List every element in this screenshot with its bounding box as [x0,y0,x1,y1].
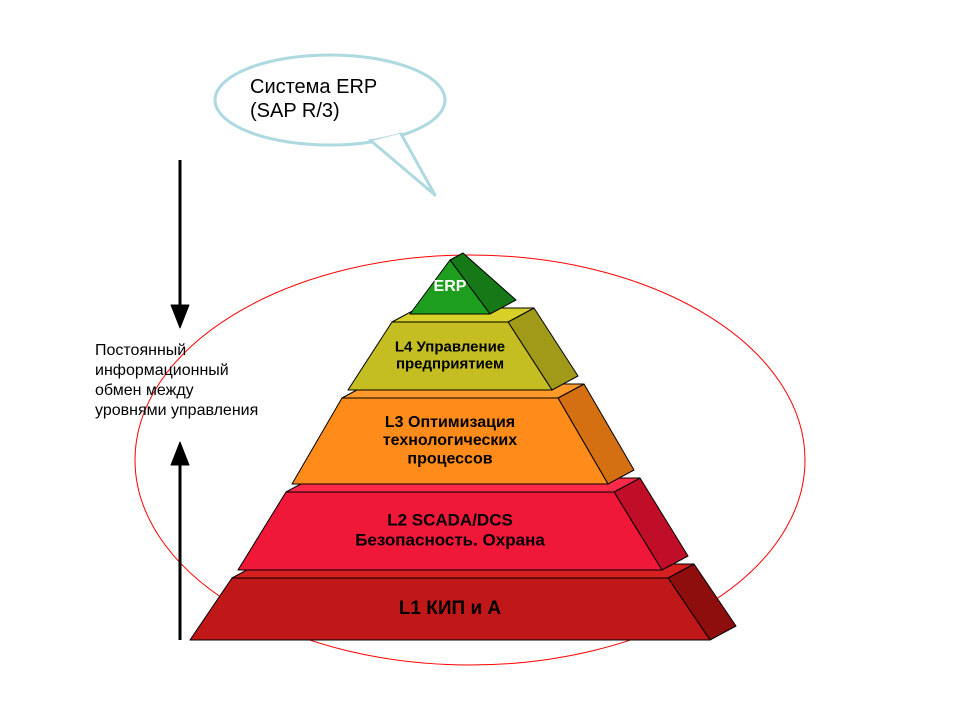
side-label: Постоянный информационный обмен между уровн… [95,342,258,419]
pyramid-level-l4: L4 Управлениепредприятием [348,308,578,390]
level-label-l3-line1: технологических [383,432,517,449]
pyramid-level-erp: ERP [410,253,516,314]
level-label-l2-line1: Безопасность. Охрана [355,530,545,549]
level-label-erp-line0: ERP [434,278,467,295]
level-label-l4-line1: предприятием [396,356,504,373]
exchange-arrow [171,160,189,640]
side-label-line1: информационный [95,362,229,379]
level-label-l2-line0: L2 SCADA/DCS [387,511,513,530]
pyramid-level-l1: L1 КИП и А [190,564,736,640]
pyramid-level-l3: L3 Оптимизациятехнологических процессов [292,384,634,484]
callout-line2: (SAP R/3) [250,100,340,122]
side-label-line3: уровнями управления [95,402,258,419]
erp-callout: Система ERP(SAP R/3) [215,55,445,195]
level-label-l3-line0: L3 Оптимизация [385,414,515,431]
pyramid-level-l2: L2 SCADA/DCSБезопасность. Охрана [238,478,688,570]
level-label-l1-line0: L1 КИП и А [399,598,502,619]
side-label-line2: обмен между [95,382,194,399]
side-label-line0: Постоянный [95,342,186,359]
level-label-l4-line0: L4 Управление [395,338,505,355]
callout-line1: Система ERP [250,76,377,98]
level-label-l3-line2: процессов [407,451,492,468]
